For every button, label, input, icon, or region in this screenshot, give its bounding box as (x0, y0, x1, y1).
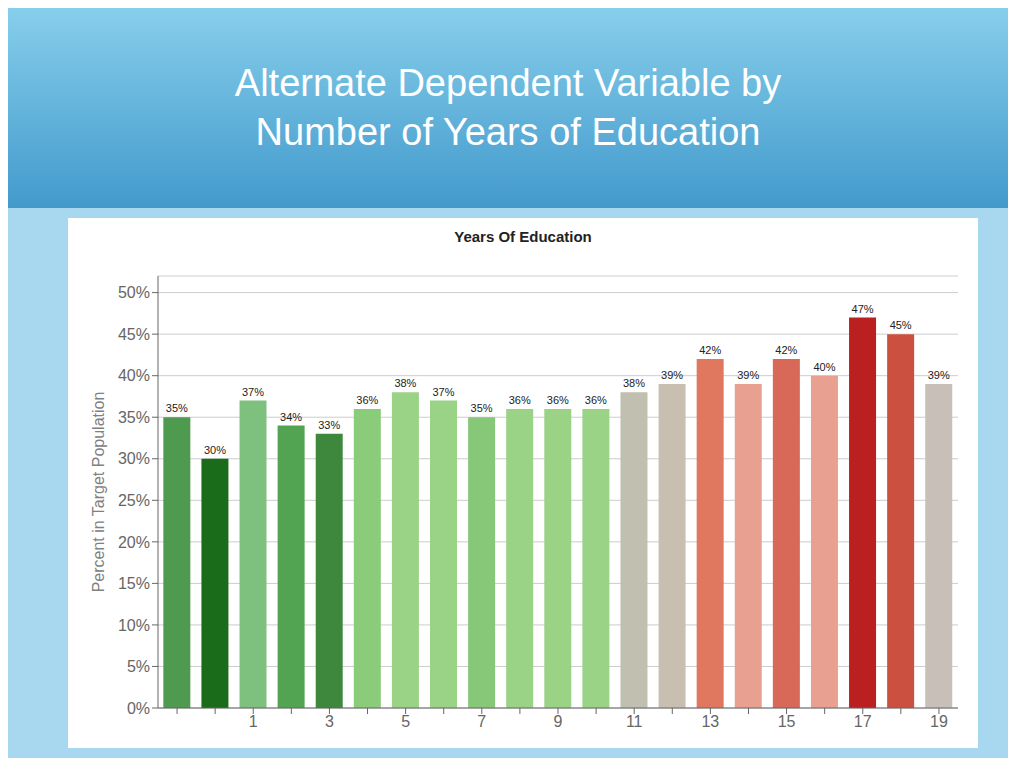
svg-text:38%: 38% (623, 377, 645, 389)
svg-text:36%: 36% (585, 394, 607, 406)
svg-text:5: 5 (401, 713, 410, 730)
svg-text:45%: 45% (890, 319, 912, 331)
html-text:Alternate Dependent Variable b: Alternate Dependent Variable by (234, 61, 782, 104)
svg-text:Percent in Target Population: Percent in Target Population (90, 392, 107, 593)
svg-text:30%: 30% (118, 450, 150, 467)
svg-text:38%: 38% (394, 377, 416, 389)
html-text:Years Of Education: Years Of Education (454, 228, 592, 245)
svg-text:42%: 42% (775, 344, 797, 356)
svg-text:5%: 5% (127, 658, 150, 675)
svg-text:7: 7 (477, 713, 486, 730)
svg-text:36%: 36% (547, 394, 569, 406)
svg-text:36%: 36% (509, 394, 531, 406)
svg-text:35%: 35% (471, 402, 493, 414)
svg-text:47%: 47% (852, 303, 874, 315)
svg-text:11: 11 (626, 713, 643, 730)
svg-text:19: 19 (930, 713, 948, 730)
svg-text:39%: 39% (661, 369, 683, 381)
svg-text:37%: 37% (242, 386, 264, 398)
svg-text:3: 3 (325, 713, 334, 730)
svg-text:30%: 30% (204, 444, 226, 456)
svg-text:9: 9 (554, 713, 563, 730)
svg-text:15: 15 (778, 713, 796, 730)
svg-text:34%: 34% (280, 411, 302, 423)
svg-text:42%: 42% (699, 344, 721, 356)
svg-text:39%: 39% (928, 369, 950, 381)
svg-text:45%: 45% (118, 326, 150, 343)
svg-text:39%: 39% (737, 369, 759, 381)
svg-text:10%: 10% (118, 617, 150, 634)
svg-text:20%: 20% (118, 534, 150, 551)
svg-text:15%: 15% (118, 575, 150, 592)
svg-text:0%: 0% (127, 700, 150, 717)
svg-text:13: 13 (701, 713, 719, 730)
svg-text:40%: 40% (118, 367, 150, 384)
svg-text:35%: 35% (166, 402, 188, 414)
svg-text:36%: 36% (356, 394, 378, 406)
svg-text:1: 1 (249, 713, 258, 730)
html-text:Number of Years of Education: Number of Years of Education (255, 111, 761, 153)
svg-text:35%: 35% (118, 409, 150, 426)
svg-text:37%: 37% (432, 386, 454, 398)
svg-text:50%: 50% (118, 284, 150, 301)
svg-text:33%: 33% (318, 419, 340, 431)
svg-text:17: 17 (854, 713, 872, 730)
svg-text:40%: 40% (813, 361, 835, 373)
svg-text:25%: 25% (118, 492, 150, 509)
